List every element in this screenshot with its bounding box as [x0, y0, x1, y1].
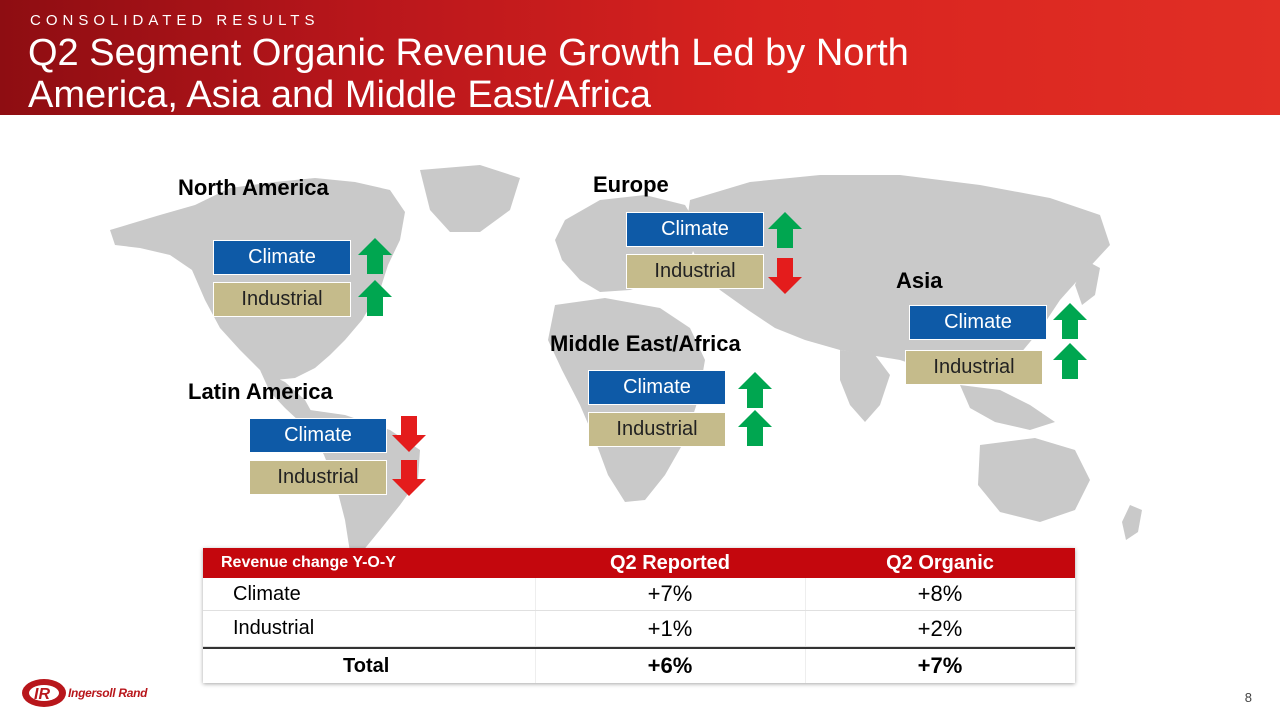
region-label-latin-america: Latin America — [188, 379, 333, 404]
middle-east-africa-climate-box: Climate — [588, 370, 726, 405]
arrow-up-icon — [1053, 303, 1087, 339]
europe-industrial-box: Industrial — [626, 254, 764, 289]
table-total-row: Total +6% +7% — [203, 647, 1075, 683]
arrow-up-icon — [738, 410, 772, 446]
total-reported-value: +6% — [647, 653, 693, 678]
arrow-down-icon — [392, 416, 426, 452]
arrow-up-icon — [768, 212, 802, 248]
arrow-down-icon — [392, 460, 426, 496]
column-header-q2-organic: Q2 Organic — [886, 551, 994, 574]
arrow-down-icon — [768, 258, 802, 294]
svg-text:IR: IR — [34, 686, 50, 703]
latin-america-climate-box: Climate — [249, 418, 387, 453]
page-number: 8 — [1244, 690, 1252, 705]
column-header-q2-reported: Q2 Reported — [609, 551, 731, 574]
arrow-up-icon — [358, 238, 392, 274]
region-label-north-america: North America — [178, 175, 329, 200]
arrow-up-icon — [738, 372, 772, 408]
slide-title: Q2 Segment Organic Revenue Growth Led by… — [28, 32, 909, 116]
region-label-asia: Asia — [896, 268, 943, 293]
organic-value: +2% — [917, 615, 963, 641]
asia-climate-box: Climate — [909, 305, 1047, 340]
middle-east-africa-industrial-box: Industrial — [588, 412, 726, 447]
table-header: Revenue change Y-O-Y Q2 Reported Q2 Orga… — [203, 548, 1075, 578]
table-row: Industrial +1% +2% — [203, 611, 1075, 647]
table-header-label: Revenue change Y-O-Y — [221, 554, 396, 571]
latin-america-industrial-box: Industrial — [249, 460, 387, 495]
row-label: Industrial — [233, 617, 315, 639]
arrow-up-icon — [358, 280, 392, 316]
logo-wordmark: Ingersoll Rand — [68, 686, 148, 700]
column-divider — [805, 578, 806, 683]
arrow-up-icon — [1053, 343, 1087, 379]
total-label: Total — [343, 654, 390, 677]
reported-value: +1% — [647, 615, 693, 641]
row-label: Climate — [233, 582, 301, 605]
total-organic-value: +7% — [917, 653, 963, 678]
table-row: Climate +7% +8% — [203, 578, 1075, 611]
region-label-europe: Europe — [593, 172, 669, 197]
section-kicker: CONSOLIDATED RESULTS — [30, 12, 320, 29]
asia-industrial-box: Industrial — [905, 350, 1043, 385]
north-america-industrial-box: Industrial — [213, 282, 351, 317]
reported-value: +7% — [647, 581, 693, 606]
revenue-change-table: Revenue change Y-O-Y Q2 Reported Q2 Orga… — [203, 548, 1075, 683]
column-divider — [535, 578, 536, 683]
north-america-climate-box: Climate — [213, 240, 351, 275]
organic-value: +8% — [917, 581, 963, 606]
ingersoll-rand-logo-icon: IR — [22, 679, 66, 707]
region-label-middle-east-africa: Middle East/Africa — [550, 331, 741, 356]
header-banner: CONSOLIDATED RESULTS Q2 Segment Organic … — [0, 0, 1280, 116]
europe-climate-box: Climate — [626, 212, 764, 247]
